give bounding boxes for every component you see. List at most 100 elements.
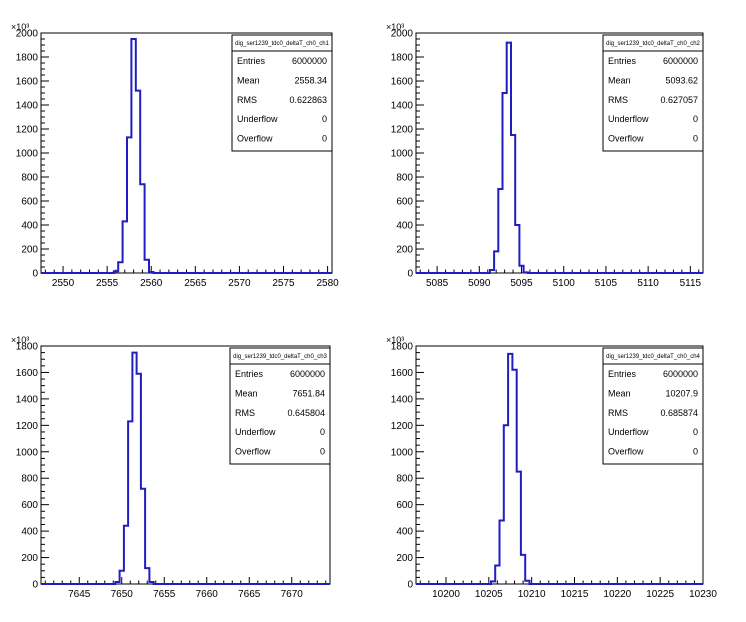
y-tick-label: 600 (21, 500, 38, 511)
stats-value: 10207.9 (665, 388, 698, 398)
y-tick-label: 2000 (391, 29, 414, 40)
x-tick-label: 2575 (272, 278, 295, 289)
histogram-panel: 2550 2555 2560 2565 2570 2575 2580 0 200 400 600 80… (11, 22, 339, 289)
x-tick-label: 7650 (111, 589, 134, 600)
stats-label: Overflow (608, 134, 644, 144)
y-exponent-label: ×10³ (386, 22, 404, 32)
y-tick-label: 1200 (16, 421, 39, 432)
y-tick-label: 800 (396, 474, 413, 485)
x-tick-label: 10210 (518, 589, 546, 600)
stats-box: dig_ser1239_tdc0_deltaT_ch0_ch4 Entries 60… (602, 347, 704, 465)
stats-value: 0.622863 (289, 95, 327, 105)
y-tick-label: 1600 (391, 77, 414, 88)
histogram-line (41, 38, 332, 274)
y-tick-label: 1600 (16, 368, 39, 379)
x-tick-label: 5100 (553, 278, 576, 289)
stats-value: 0 (693, 114, 698, 124)
x-tick-label: 2560 (140, 278, 163, 289)
y-exponent-label: ×10³ (11, 335, 29, 345)
stats-label: RMS (608, 95, 628, 105)
stats-value: 0 (320, 427, 325, 437)
y-tick-label: 1400 (16, 394, 39, 405)
stats-value: 6000000 (663, 56, 698, 66)
stats-title: dig_ser1239_tdc0_deltaT_ch0_ch3 (233, 354, 327, 360)
stats-value: 0 (322, 134, 327, 144)
y-tick-label: 1600 (16, 77, 39, 88)
y-tick-label: 1200 (391, 125, 414, 136)
x-tick-label: 7645 (68, 589, 91, 600)
x-tick-label: 5115 (680, 278, 702, 289)
y-tick-label: 200 (21, 553, 38, 564)
x-tick-label: 5090 (468, 278, 491, 289)
stats-label: RMS (235, 408, 255, 418)
histogram-line (416, 352, 703, 585)
y-exponent-label: ×10³ (11, 22, 29, 32)
stats-value: 2558.34 (294, 75, 327, 85)
y-tick-label: 400 (396, 527, 413, 538)
stats-box: dig_ser1239_tdc0_deltaT_ch0_ch1 Entries 60… (231, 34, 333, 152)
y-tick-label: 1800 (391, 53, 414, 64)
y-tick-label: 1000 (16, 149, 39, 160)
y-tick-label: 400 (21, 221, 38, 232)
stats-value: 0 (320, 447, 325, 457)
y-tick-label: 1400 (391, 101, 414, 112)
stats-value: 0 (693, 447, 698, 457)
y-tick-label: 600 (21, 197, 38, 208)
y-tick-label: 1200 (16, 125, 39, 136)
y-tick-label: 800 (396, 173, 413, 184)
x-tick-label: 10215 (561, 589, 589, 600)
stats-label: Overflow (235, 447, 271, 457)
y-tick-label: 800 (21, 173, 38, 184)
stats-label: RMS (608, 408, 628, 418)
y-tick-label: 0 (32, 580, 38, 591)
stats-label: Underflow (608, 114, 649, 124)
y-tick-label: 2000 (16, 29, 39, 40)
stats-title: dig_ser1239_tdc0_deltaT_ch0_ch2 (606, 41, 700, 47)
y-tick-label: 600 (396, 197, 413, 208)
x-tick-label: 7670 (281, 589, 304, 600)
y-tick-label: 1800 (16, 53, 39, 64)
histogram-line (41, 351, 330, 585)
y-tick-label: 800 (21, 474, 38, 485)
stats-value: 0 (322, 114, 327, 124)
stats-title: dig_ser1239_tdc0_deltaT_ch0_ch4 (606, 354, 700, 360)
stats-value: 0 (693, 427, 698, 437)
stats-label: Underflow (235, 427, 276, 437)
y-tick-label: 1000 (16, 447, 39, 458)
stats-label: Overflow (608, 447, 644, 457)
x-tick-label: 2570 (228, 278, 251, 289)
y-tick-label: 0 (407, 269, 413, 280)
y-tick-label: 200 (396, 245, 413, 256)
x-tick-label: 2555 (96, 278, 119, 289)
stats-box: dig_ser1239_tdc0_deltaT_ch0_ch2 Entries 60… (602, 34, 704, 152)
x-tick-label: 2565 (184, 278, 207, 289)
stats-label: RMS (237, 95, 257, 105)
histogram-panel: 7645 7650 7655 7660 7665 7670 0 200 400 600 800 100… (11, 335, 331, 600)
x-tick-label: 10230 (689, 589, 717, 600)
stats-label: Entries (608, 56, 637, 66)
y-tick-label: 600 (396, 500, 413, 511)
x-tick-label: 10225 (646, 589, 674, 600)
stats-label: Underflow (237, 114, 278, 124)
stats-title: dig_ser1239_tdc0_deltaT_ch0_ch1 (235, 41, 329, 47)
histogram-panel: 5085 5090 5095 5100 5105 5110 5115 0 200 400 600 80… (386, 22, 704, 289)
y-tick-label: 1400 (16, 101, 39, 112)
y-tick-label: 1400 (391, 394, 414, 405)
x-tick-label: 5095 (510, 278, 533, 289)
x-tick-label: 7660 (196, 589, 219, 600)
stats-value: 0.685874 (660, 408, 698, 418)
y-tick-label: 0 (32, 269, 38, 280)
stats-box: dig_ser1239_tdc0_deltaT_ch0_ch3 Entries 60… (229, 347, 331, 465)
x-tick-label: 10220 (603, 589, 631, 600)
stats-label: Entries (608, 369, 637, 379)
y-tick-label: 400 (21, 527, 38, 538)
stats-label: Mean (608, 388, 631, 398)
y-tick-label: 1600 (391, 368, 414, 379)
y-tick-label: 1000 (391, 149, 414, 160)
x-tick-label: 10200 (432, 589, 460, 600)
histogram-line (416, 41, 703, 274)
y-tick-label: 1000 (391, 447, 414, 458)
x-tick-label: 5085 (426, 278, 449, 289)
y-tick-label: 1200 (391, 421, 414, 432)
